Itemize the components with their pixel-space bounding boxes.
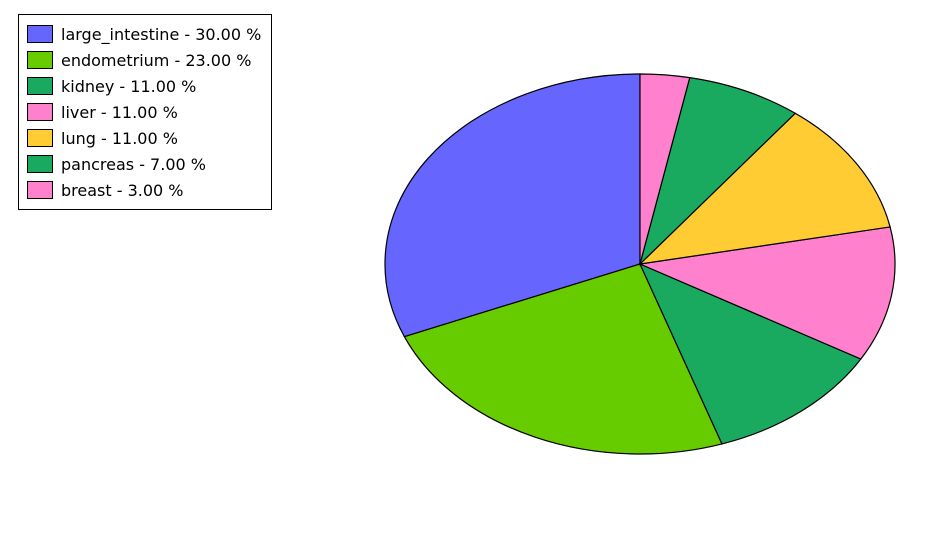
legend-label-pancreas: pancreas - 7.00 % <box>61 155 206 174</box>
legend-item-endometrium: endometrium - 23.00 % <box>27 47 261 73</box>
legend-label-lung: lung - 11.00 % <box>61 129 178 148</box>
legend-item-kidney: kidney - 11.00 % <box>27 73 261 99</box>
legend-item-liver: liver - 11.00 % <box>27 99 261 125</box>
legend-swatch-pancreas <box>27 155 53 173</box>
legend-item-lung: lung - 11.00 % <box>27 125 261 151</box>
legend: large_intestine - 30.00 % endometrium - 2… <box>18 14 272 210</box>
legend-label-kidney: kidney - 11.00 % <box>61 77 196 96</box>
legend-label-liver: liver - 11.00 % <box>61 103 178 122</box>
pie-chart <box>380 54 900 474</box>
legend-label-breast: breast - 3.00 % <box>61 181 184 200</box>
legend-item-large_intestine: large_intestine - 30.00 % <box>27 21 261 47</box>
pie-svg <box>380 54 900 474</box>
legend-swatch-liver <box>27 103 53 121</box>
legend-item-breast: breast - 3.00 % <box>27 177 261 203</box>
legend-swatch-breast <box>27 181 53 199</box>
legend-item-pancreas: pancreas - 7.00 % <box>27 151 261 177</box>
legend-label-endometrium: endometrium - 23.00 % <box>61 51 251 70</box>
legend-swatch-kidney <box>27 77 53 95</box>
legend-swatch-large_intestine <box>27 25 53 43</box>
legend-swatch-endometrium <box>27 51 53 69</box>
chart-stage: large_intestine - 30.00 % endometrium - 2… <box>0 0 939 538</box>
legend-swatch-lung <box>27 129 53 147</box>
legend-label-large_intestine: large_intestine - 30.00 % <box>61 25 261 44</box>
